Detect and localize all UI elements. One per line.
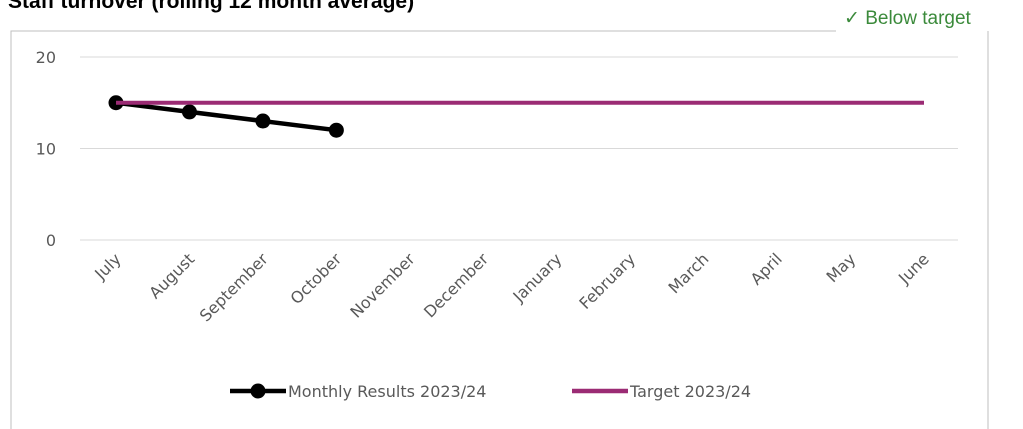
x-tick-label: March: [665, 249, 713, 297]
x-tick-label: September: [196, 249, 272, 325]
x-tick-label: November: [346, 249, 419, 322]
x-tick-label: June: [894, 249, 933, 288]
legend-label: Target 2023/24: [629, 382, 751, 401]
series-line: [115, 100, 337, 133]
annotation: ✓ Below target: [844, 8, 972, 29]
x-tick-label: December: [420, 249, 492, 321]
x-tick-label: October: [286, 249, 345, 308]
y-tick-label: 0: [46, 231, 56, 250]
x-tick-label: April: [747, 249, 786, 288]
legend-marker: [250, 383, 266, 399]
x-tick-label: July: [90, 249, 124, 283]
x-tick-label: August: [145, 249, 198, 302]
data-point: [328, 122, 344, 138]
x-tick-label: January: [509, 249, 566, 306]
chart-title: Staff turnover (rolling 12 month average…: [8, 0, 414, 13]
y-tick-label: 10: [36, 140, 56, 159]
data-point: [181, 104, 197, 120]
x-tick-label: February: [575, 249, 639, 313]
legend-label: Monthly Results 2023/24: [288, 382, 486, 401]
x-tick-label: May: [823, 249, 860, 286]
chart-frame: [10, 30, 989, 429]
data-point: [255, 113, 271, 129]
y-tick-label: 20: [36, 48, 56, 67]
